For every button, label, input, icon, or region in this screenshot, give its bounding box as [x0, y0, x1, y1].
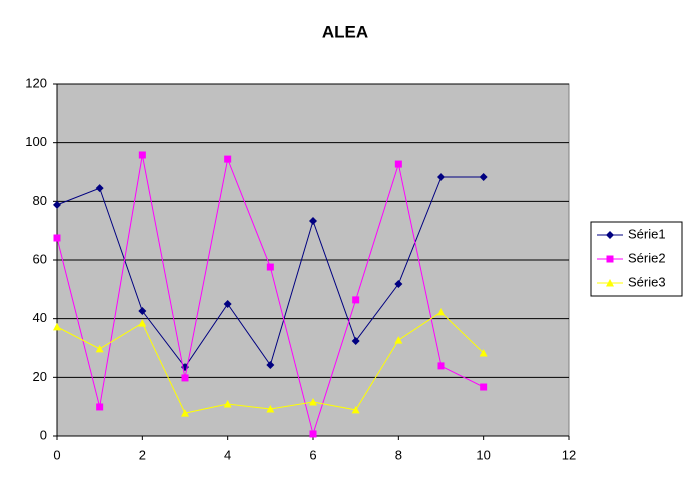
x-tick-label: 6	[309, 447, 316, 462]
marker	[394, 336, 403, 344]
x-tick-label: 8	[395, 447, 402, 462]
marker	[309, 397, 317, 406]
x-tick-label: 0	[53, 447, 60, 462]
marker	[351, 336, 360, 345]
y-tick-label: 0	[40, 427, 47, 442]
x-tick-label: 4	[224, 447, 231, 462]
marker	[95, 344, 104, 353]
marker	[95, 184, 104, 193]
marker	[53, 322, 61, 331]
marker	[479, 348, 488, 357]
marker	[53, 200, 61, 209]
marker	[437, 307, 445, 316]
x-tick-label: 2	[139, 447, 146, 462]
marker	[223, 400, 232, 408]
marker	[224, 155, 232, 163]
legend-marker	[606, 231, 614, 239]
y-tick-label: 20	[33, 369, 47, 384]
y-tick-label: 120	[25, 75, 47, 90]
chart-title: ALEA	[322, 22, 368, 41]
x-tick-label: 10	[476, 447, 490, 462]
x-tick-label: 12	[562, 447, 576, 462]
marker	[309, 430, 317, 438]
marker	[138, 151, 146, 159]
marker	[437, 362, 445, 370]
marker	[138, 319, 147, 327]
marker	[480, 383, 488, 391]
marker	[53, 234, 61, 242]
marker	[479, 172, 488, 181]
marker	[138, 307, 147, 316]
legend-marker	[606, 255, 614, 263]
y-tick-label: 80	[33, 193, 47, 208]
marker	[181, 374, 189, 382]
y-tick-label: 100	[25, 134, 47, 149]
marker	[266, 405, 275, 413]
marker	[181, 409, 189, 417]
marker	[394, 280, 403, 289]
legend-marker	[606, 279, 614, 287]
marker	[266, 361, 275, 370]
marker	[394, 160, 402, 168]
marker	[437, 172, 445, 181]
marker	[309, 216, 317, 225]
legend-label: Série1	[628, 226, 666, 241]
marker	[96, 403, 104, 411]
marker	[351, 405, 360, 414]
y-tick-label: 60	[33, 251, 47, 266]
marker	[223, 300, 232, 308]
marker	[266, 263, 274, 271]
y-tick-label: 40	[33, 310, 47, 325]
legend-label: Série3	[628, 274, 666, 289]
marker	[352, 296, 360, 304]
legend-label: Série2	[628, 250, 666, 265]
